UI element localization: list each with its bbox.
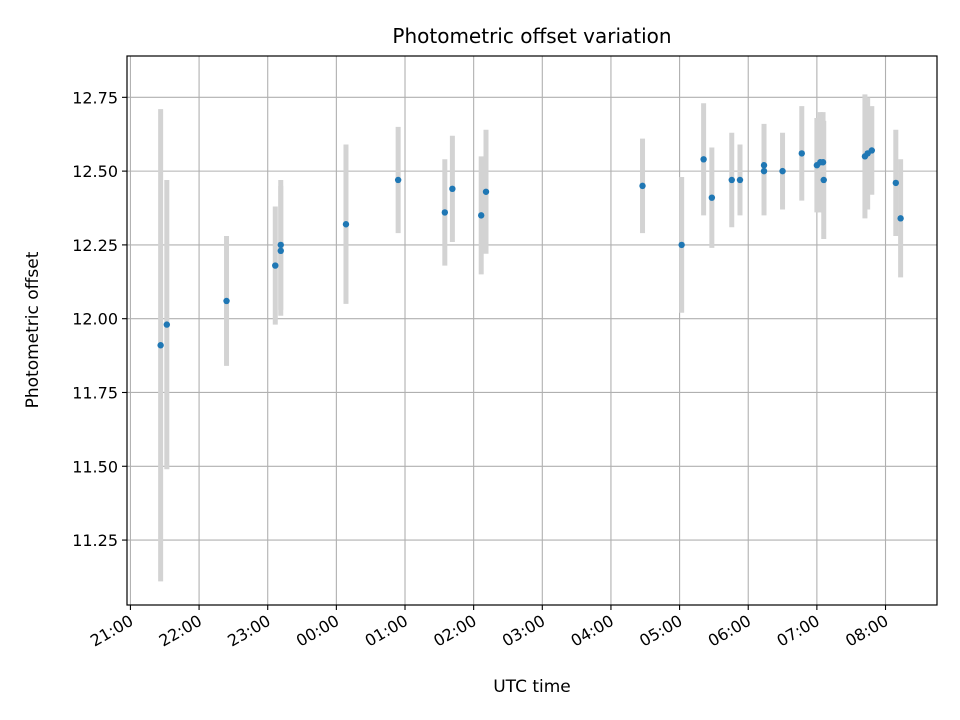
data-point	[342, 221, 350, 228]
data-point	[760, 167, 768, 175]
y-tick-label: 12.25	[72, 236, 118, 255]
data-point	[700, 156, 707, 163]
y-axis-label: Photometric offset	[23, 251, 43, 408]
plot-frame	[126, 55, 938, 606]
y-tick-label: 11.50	[72, 457, 118, 476]
y-tick-label: 12.75	[72, 88, 118, 107]
y-tick-label: 11.75	[72, 383, 118, 402]
data-point	[478, 212, 485, 219]
x-axis-label: UTC time	[493, 677, 571, 697]
data-point	[394, 176, 402, 184]
data-point	[272, 262, 279, 269]
data-point	[760, 162, 768, 169]
data-point	[819, 159, 827, 166]
data-points	[157, 147, 904, 349]
data-point	[277, 241, 284, 249]
data-point	[897, 215, 904, 222]
data-point	[892, 179, 900, 187]
data-point	[728, 176, 735, 184]
y-axis-ticks: 11.25 11.50 11.75 12.00 12.25 12.50 12.75	[72, 88, 127, 550]
data-point	[157, 342, 164, 349]
data-point	[868, 147, 875, 154]
data-point	[678, 241, 685, 249]
chart-title: Photometric offset variation	[392, 24, 671, 48]
y-tick-label: 11.25	[72, 531, 118, 550]
data-point	[163, 321, 171, 328]
data-point	[223, 297, 230, 305]
data-point	[639, 182, 646, 190]
y-tick-label: 12.00	[72, 310, 118, 329]
data-point	[449, 185, 456, 193]
data-point	[798, 150, 805, 157]
data-point	[779, 167, 786, 175]
y-tick-label: 12.50	[72, 162, 118, 181]
data-point	[736, 176, 744, 184]
data-point	[441, 209, 449, 216]
data-point	[277, 247, 284, 255]
data-point	[820, 176, 827, 184]
data-point	[482, 188, 490, 195]
data-point	[708, 194, 716, 201]
